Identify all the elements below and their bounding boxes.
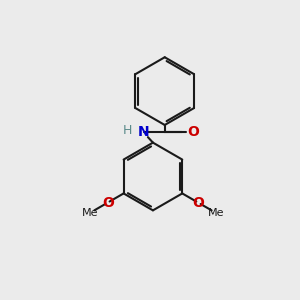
Text: O: O <box>192 196 204 210</box>
Text: O: O <box>188 125 199 139</box>
Text: O: O <box>102 196 114 210</box>
Text: Me: Me <box>208 208 224 218</box>
Text: Me: Me <box>82 208 98 218</box>
Text: H: H <box>123 124 132 137</box>
Text: N: N <box>138 125 149 139</box>
